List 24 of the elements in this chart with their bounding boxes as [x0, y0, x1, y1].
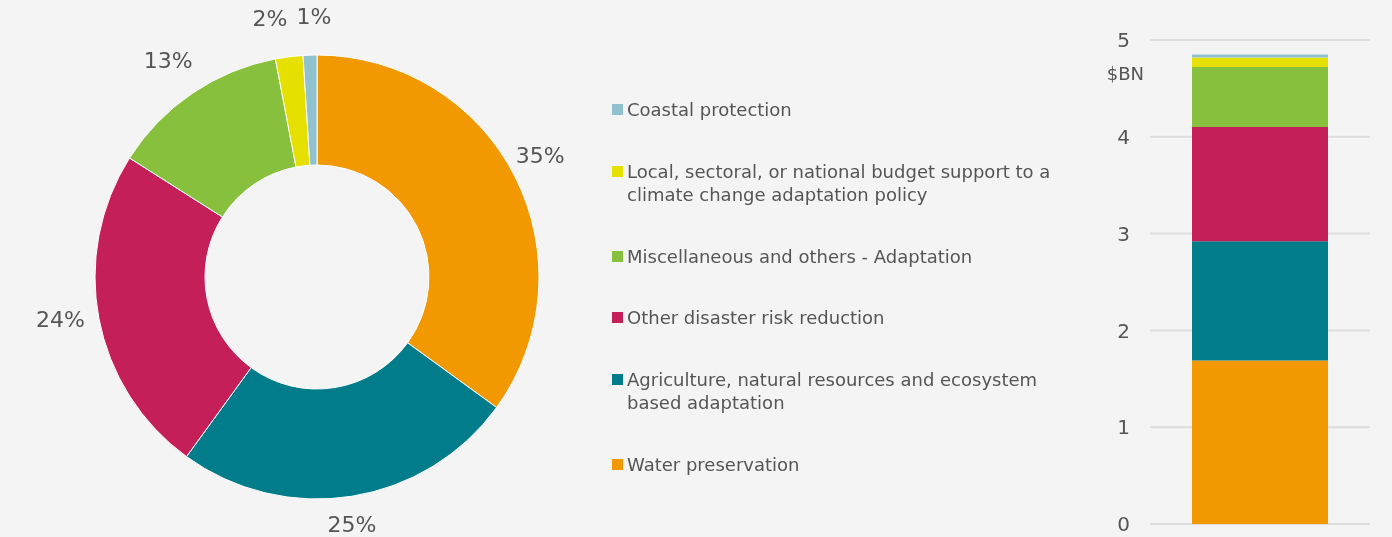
- y-tick-label: 1: [1117, 415, 1130, 440]
- data-label: 24%: [36, 307, 85, 333]
- bar: [1192, 57, 1328, 68]
- data-label: 1%: [296, 3, 332, 29]
- data-label: 35%: [515, 143, 565, 169]
- y-axis-title: $BN: [1106, 63, 1144, 84]
- bar: [1192, 241, 1328, 361]
- legend-label: Agriculture, natural resources and ecosystem based adaptation: [627, 368, 1039, 415]
- data-label: 2%: [252, 5, 288, 31]
- data-label: 25%: [327, 512, 377, 537]
- y-tick-label: 2: [1117, 318, 1130, 343]
- bar: [1192, 360, 1328, 524]
- legend-label: Miscellaneous and others - Adaptation: [627, 244, 973, 268]
- y-tick-label: 5: [1117, 28, 1130, 53]
- legend-label: Local, sectoral, or national budget support to a climate change adaptation policy: [627, 159, 1052, 206]
- legend-label: Other disaster risk reduction: [627, 306, 885, 330]
- legend-label: Coastal protection: [627, 98, 792, 121]
- bar: [1192, 127, 1328, 242]
- y-tick-label: 0: [1117, 512, 1130, 537]
- legend-label: Water preservation: [627, 453, 800, 476]
- y-tick-label: 3: [1117, 221, 1130, 246]
- bar: [1192, 67, 1328, 128]
- y-tick-label: 4: [1117, 124, 1130, 149]
- data-label: 13%: [143, 47, 193, 73]
